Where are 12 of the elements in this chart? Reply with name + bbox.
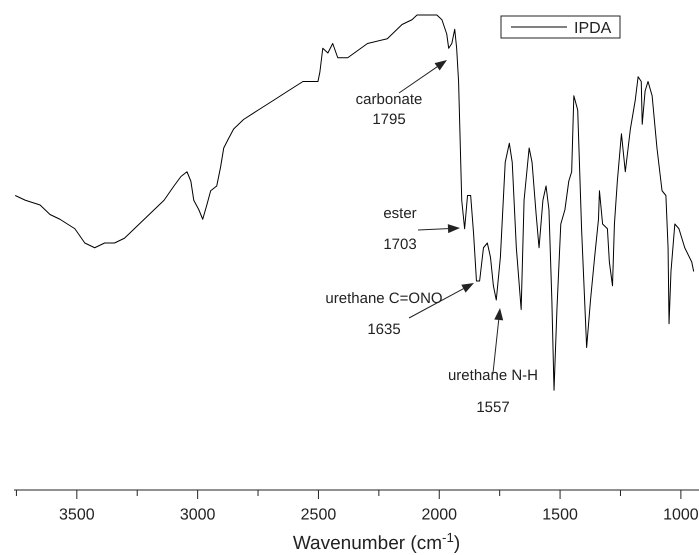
x-axis-title: Wavenumber (cm$^{-1}$) bbox=[292, 530, 460, 554]
x-tick-label: 2500 bbox=[300, 506, 336, 524]
annotation: urethane C=ONO 1635 bbox=[325, 290, 443, 338]
x-tick-label: 3000 bbox=[180, 506, 216, 524]
annotation: urethane N-H 1557 bbox=[448, 367, 538, 416]
annotation: carbonate 1795 bbox=[356, 91, 422, 128]
x-tick-label: 1000 bbox=[663, 506, 699, 524]
x-tick-label: 3500 bbox=[59, 506, 95, 524]
x-tick-label: 2000 bbox=[421, 506, 458, 524]
legend-label: IPDA bbox=[574, 20, 612, 37]
x-tick-label: 1500 bbox=[542, 506, 578, 524]
annotation: ester 1703 bbox=[383, 205, 417, 253]
